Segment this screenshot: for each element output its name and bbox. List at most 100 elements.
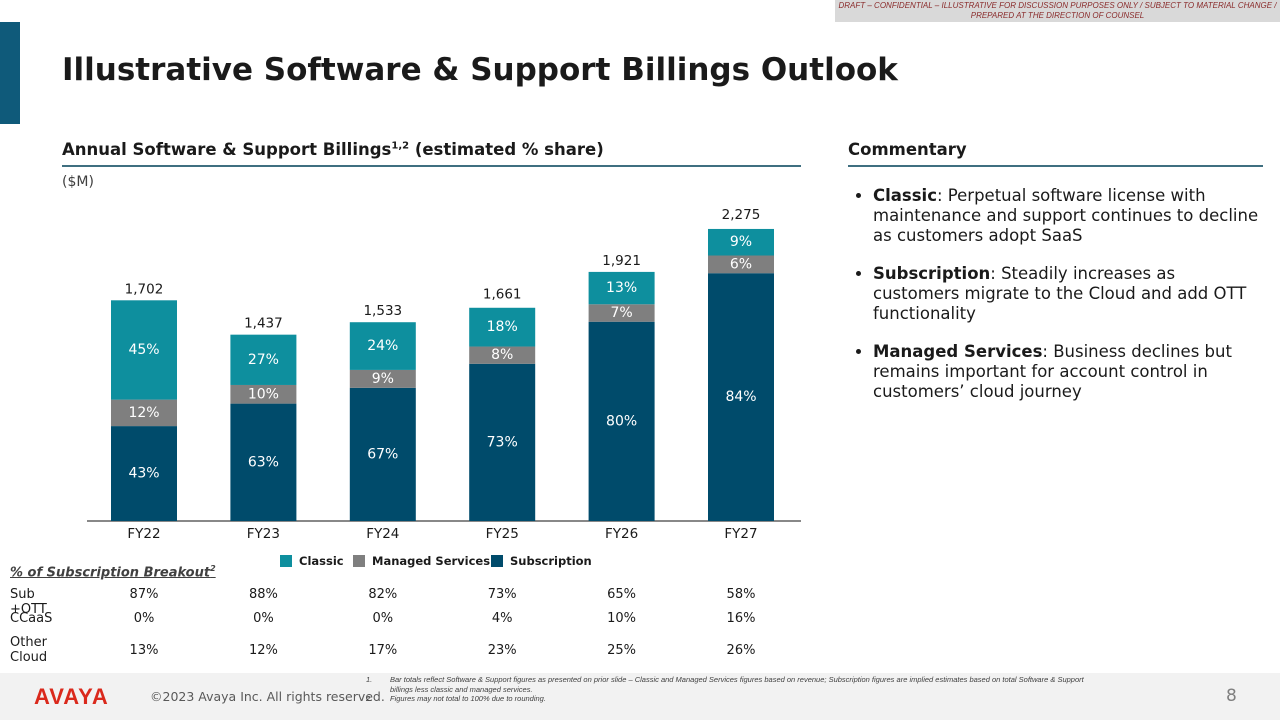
footnote-number: 2. (366, 694, 373, 703)
footnote-text: Figures may not total to 100% due to rou… (390, 694, 546, 703)
unit-label: ($M) (62, 174, 94, 190)
table-cell: 26% (726, 643, 756, 658)
table-cell: 12% (248, 643, 278, 658)
footnotes: 1. Bar totals reflect Software & Support … (366, 675, 1096, 704)
total-label: 2,275 (722, 207, 761, 223)
page-number: 8 (1226, 686, 1237, 706)
slide-title: Illustrative Software & Support Billings… (62, 52, 898, 88)
footnote: 2. Figures may not total to 100% due to r… (366, 694, 1096, 704)
chart-heading: Annual Software & Support Billings1,2 (e… (62, 140, 604, 159)
accent-bar (0, 22, 20, 124)
row-label: CCaaS (10, 611, 53, 626)
bar-segment (111, 426, 177, 521)
bullet-term: Subscription (873, 264, 991, 283)
chart-title: Annual Software & Support Billings (62, 140, 392, 159)
bar-segment (349, 387, 416, 521)
total-label: 1,661 (483, 287, 522, 303)
bar-segment (588, 304, 655, 322)
table-cell: 23% (487, 643, 517, 658)
bar-segment (588, 321, 655, 521)
bar-segment (349, 369, 416, 388)
table-title-sup: 2 (210, 564, 216, 573)
table-cell: 73% (487, 587, 517, 602)
table-cell: 4% (491, 611, 513, 626)
table-cell: 0% (372, 611, 394, 626)
legend-label: Managed Services (372, 554, 490, 568)
bullet-text: : Perpetual software license with mainte… (873, 186, 1259, 245)
bar-segment (588, 271, 655, 305)
segment-label: 12% (128, 405, 159, 421)
x-tick-label: FY27 (724, 526, 757, 542)
total-label: 1,533 (363, 303, 402, 319)
segment-label: 13% (606, 280, 637, 296)
segment-label: 6% (730, 256, 752, 272)
segment-label: 9% (730, 234, 752, 250)
bullet-text: : Business declines but remains importan… (873, 342, 1232, 401)
x-tick-label: FY23 (247, 526, 280, 542)
table-cell: 0% (133, 611, 155, 626)
segment-label: 24% (367, 338, 398, 354)
heading-rule (62, 165, 801, 167)
bullet-term: Classic (873, 186, 937, 205)
segment-label: 27% (248, 352, 279, 368)
segment-label: 7% (610, 305, 632, 321)
bar-segment (708, 255, 774, 274)
x-tick-label: FY26 (605, 526, 638, 542)
legend-label: Subscription (510, 554, 592, 568)
chart-title-sup: 1,2 (391, 140, 410, 152)
x-tick-label: FY24 (366, 526, 399, 542)
draft-banner: DRAFT – CONFIDENTIAL – ILLUSTRATIVE FOR … (835, 0, 1280, 22)
legend-swatch (353, 555, 365, 567)
bullet: Subscription: Steadily increases as cust… (873, 264, 1260, 324)
table-cell: 0% (253, 611, 274, 626)
segment-label: 67% (367, 446, 398, 462)
bar-segment (111, 399, 177, 427)
logo: AVAYA (34, 684, 109, 709)
segment-label: 73% (487, 434, 518, 450)
segment-label: 8% (491, 347, 513, 363)
table-cell: 88% (248, 587, 278, 602)
x-tick-label: FY22 (127, 526, 160, 542)
heading-rule (848, 165, 1263, 167)
legend-swatch (280, 555, 292, 567)
segment-label: 45% (128, 342, 159, 358)
footnote-number: 1. (366, 675, 373, 684)
table-cell: 25% (607, 643, 637, 658)
copyright: ©2023 Avaya Inc. All rights reserved. (150, 689, 385, 704)
table-cell: 58% (726, 587, 756, 602)
bullet: Managed Services: Business declines but … (873, 342, 1260, 402)
segment-label: 80% (606, 413, 637, 429)
segment-label: 63% (248, 454, 279, 470)
bullet: Classic: Perpetual software license with… (873, 186, 1260, 246)
segment-label: 18% (487, 319, 518, 335)
bar-segment (708, 228, 774, 256)
table-cell: 13% (129, 643, 159, 658)
table-cell: 65% (607, 587, 637, 602)
bar-segment (469, 307, 536, 347)
commentary-title: Commentary (848, 140, 967, 159)
bar-segment (708, 273, 774, 521)
x-tick-label: FY25 (486, 526, 519, 542)
total-label: 1,437 (244, 316, 283, 332)
row-label: Sub +OTT (10, 587, 47, 617)
segment-label: 43% (128, 466, 159, 482)
row-label: Other Cloud (10, 635, 48, 665)
bullet-text: : Steadily increases as customers migrat… (873, 264, 1247, 323)
bullet-term: Managed Services (873, 342, 1043, 361)
legend-label: Classic (299, 554, 344, 568)
bar-segment (469, 346, 536, 364)
segment-label: 84% (725, 389, 756, 405)
table-cell: 82% (368, 587, 398, 602)
total-label: 1,921 (602, 253, 641, 269)
footnote: 1. Bar totals reflect Software & Support … (366, 675, 1096, 694)
commentary-list: Classic: Perpetual software license with… (840, 186, 1260, 420)
bar-segment (469, 363, 536, 521)
bar-segment (111, 300, 177, 400)
total-label: 1,702 (125, 281, 164, 297)
chart-subtitle: (estimated % share) (414, 140, 604, 159)
table-cell: 16% (726, 611, 756, 626)
bar-segment (230, 334, 297, 385)
table-cell: 87% (129, 587, 159, 602)
footer (0, 673, 1280, 720)
